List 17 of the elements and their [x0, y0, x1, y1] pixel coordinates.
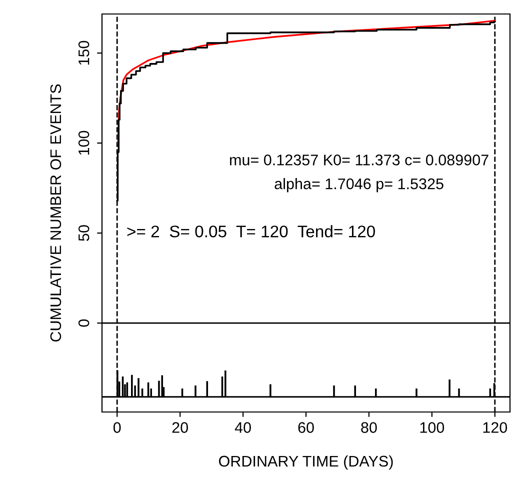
y-tick-label: 0: [78, 319, 90, 327]
y-tick-label: 150: [78, 40, 90, 65]
annotation: alpha= 1.7046 p= 1.5325: [274, 178, 444, 192]
y-tick-label: 50: [78, 225, 90, 241]
x-tick-label: 20: [172, 422, 188, 433]
x-tick-label: 120: [483, 422, 508, 433]
x-tick-label: 0: [113, 422, 121, 433]
x-tick-label: 40: [234, 422, 251, 433]
x-tick-label: 60: [298, 422, 314, 433]
annotation: mu= 0.12357 K0= 11.373 c= 0.089907: [230, 154, 488, 166]
annotation: >= 2 S= 0.05 T= 120 Tend= 120: [127, 225, 375, 238]
y-axis-title: CUMULATIVE NUMBER OF EVENTS: [50, 84, 62, 342]
line-series: [117, 20, 496, 144]
x-tick-label: 80: [361, 422, 377, 433]
x-tick-label: 100: [420, 422, 444, 433]
y-tick-label: 100: [78, 130, 90, 155]
x-axis-title: ORDINARY TIME (DAYS): [218, 455, 393, 470]
